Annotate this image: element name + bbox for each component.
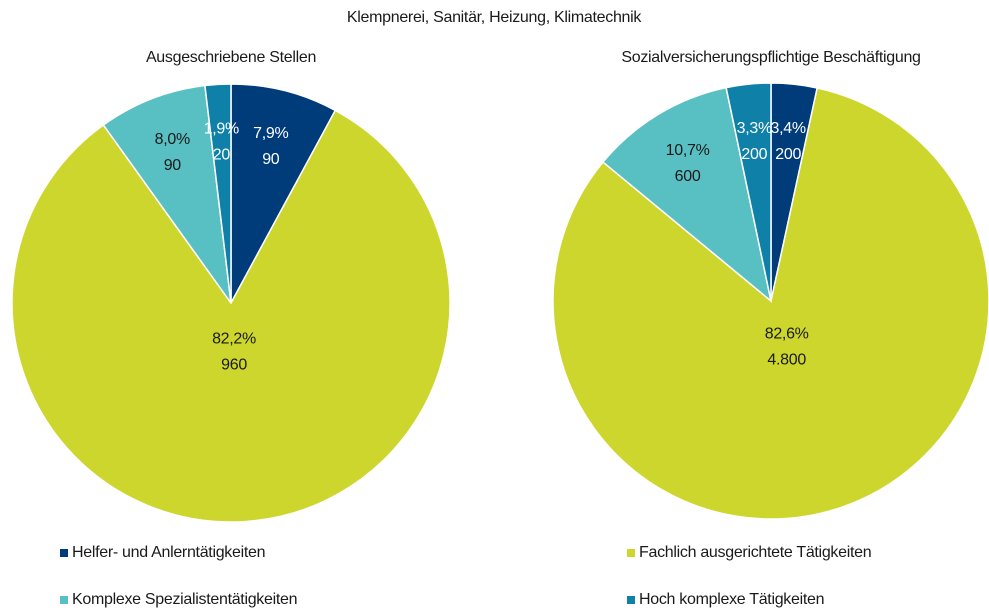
pie-slice (230, 83, 337, 304)
legend-label: Helfer- und Anlerntätigkeiten (72, 544, 265, 561)
data-label: 3,4% (771, 120, 806, 137)
legend-swatch (60, 596, 68, 604)
data-label: 10,7% (666, 142, 710, 159)
pie-slice (725, 82, 772, 302)
data-label: 3,3% (737, 120, 772, 137)
count-label: 200 (775, 146, 801, 163)
data-label: 7,9% (253, 125, 288, 142)
page-title: Klempnerei, Sanitär, Heizung, Klimatechn… (347, 9, 643, 26)
count-label: 20 (213, 146, 231, 163)
pie-slice (204, 83, 232, 304)
legend-label: Komplexe Spezialistentätigkeiten (72, 591, 297, 608)
pie-slice (601, 86, 773, 303)
legend-swatch (627, 596, 635, 604)
legend-label: Fachlich ausgerichtete Tätigkeiten (639, 544, 871, 561)
legend-swatch (627, 549, 635, 557)
data-label: 1,9% (204, 120, 239, 137)
pie-slice (552, 87, 989, 520)
legend-label: Hoch komplexe Tätigkeiten (639, 591, 824, 608)
chart-title: Sozialversicherungspflichtige Beschäftig… (621, 49, 920, 66)
chart-title: Ausgeschriebene Stellen (146, 49, 316, 66)
count-label: 4.800 (767, 352, 806, 369)
count-label: 200 (741, 146, 767, 163)
pie-slice (11, 109, 451, 523)
data-label: 82,2% (212, 330, 256, 347)
count-label: 90 (164, 157, 182, 174)
pie-slice (102, 84, 232, 304)
count-label: 90 (262, 151, 280, 168)
data-label: 8,0% (155, 131, 190, 148)
count-label: 600 (675, 168, 701, 185)
count-label: 960 (221, 356, 247, 373)
data-label: 82,6% (765, 326, 809, 343)
legend-swatch (60, 549, 68, 557)
